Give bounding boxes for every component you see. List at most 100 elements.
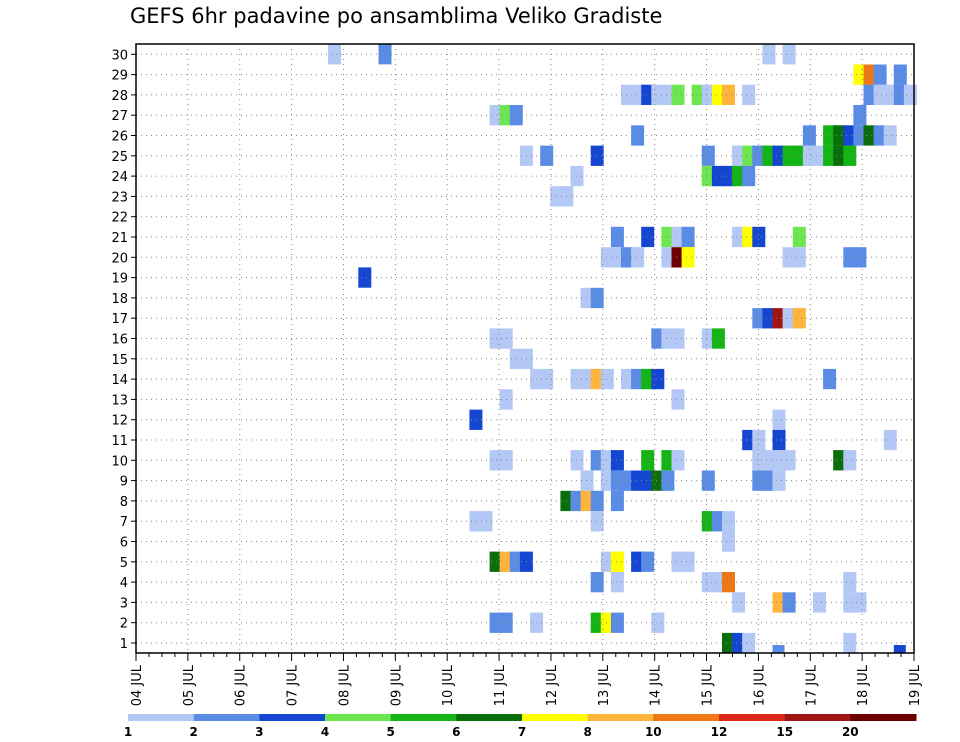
heatmap-cell bbox=[701, 165, 715, 187]
y-tick-label: 14 bbox=[111, 373, 128, 388]
heatmap-cell bbox=[610, 450, 624, 471]
heatmap-cell bbox=[661, 328, 675, 349]
heatmap-cell bbox=[853, 247, 867, 268]
x-tick-label: 13 JUL bbox=[597, 664, 612, 706]
heatmap-cell bbox=[752, 470, 766, 491]
heatmap-cell bbox=[752, 145, 766, 166]
y-tick-label: 25 bbox=[111, 150, 128, 165]
y-tick-label: 21 bbox=[111, 231, 128, 246]
x-tick-label: 06 JUL bbox=[234, 664, 249, 706]
heatmap-cell bbox=[631, 368, 645, 390]
heatmap-cell bbox=[711, 165, 725, 187]
heatmap-cell bbox=[782, 44, 796, 65]
heatmap-cell bbox=[813, 592, 826, 613]
heatmap-cell bbox=[782, 247, 796, 268]
heatmap-cell bbox=[631, 84, 645, 105]
heatmap-cell bbox=[621, 84, 634, 105]
heatmap-cell bbox=[893, 64, 907, 85]
heatmap-cell bbox=[722, 511, 735, 532]
heatmap-cell bbox=[792, 247, 806, 268]
heatmap-cell bbox=[590, 572, 604, 593]
heatmap-cell bbox=[772, 308, 786, 329]
heatmap-cell bbox=[681, 247, 695, 268]
heatmap-cell bbox=[802, 145, 816, 166]
y-tick-label: 4 bbox=[120, 576, 128, 591]
heatmap-cell bbox=[813, 145, 826, 166]
heatmap-cell bbox=[651, 368, 665, 390]
colorbar-label: 5 bbox=[387, 725, 395, 739]
heatmap-cell bbox=[610, 226, 624, 248]
heatmap-cell bbox=[641, 551, 655, 572]
heatmap-cell bbox=[823, 125, 837, 146]
colorbar-label: 6 bbox=[452, 725, 460, 739]
heatmap-cell bbox=[873, 125, 887, 146]
heatmap-cell bbox=[661, 470, 675, 491]
x-tick-label: 10 JUL bbox=[441, 664, 456, 706]
heatmap-cell bbox=[893, 84, 907, 105]
heatmap-cell bbox=[610, 470, 624, 491]
x-tick-label: 18 JUL bbox=[856, 664, 871, 706]
heatmap-cell bbox=[782, 308, 796, 329]
heatmap-cell bbox=[823, 145, 837, 166]
heatmap-cell bbox=[580, 287, 594, 309]
heatmap-cell bbox=[772, 409, 786, 430]
colorbar-swatch bbox=[325, 714, 392, 721]
heatmap-cell bbox=[772, 592, 786, 613]
y-tick-label: 29 bbox=[111, 69, 128, 84]
heatmap-cell bbox=[782, 450, 796, 471]
x-tick-label: 16 JUL bbox=[752, 664, 767, 706]
heatmap-cell bbox=[722, 165, 735, 187]
heatmap-cell bbox=[732, 165, 746, 187]
heatmap-cell bbox=[893, 645, 906, 653]
heatmap-cell bbox=[610, 551, 624, 572]
heatmap-cell bbox=[873, 84, 887, 105]
heatmap-cell bbox=[641, 470, 655, 491]
heatmap-cell bbox=[843, 125, 857, 146]
heatmap-cell bbox=[762, 450, 776, 471]
heatmap-cell bbox=[752, 308, 766, 329]
colorbar-label: 10 bbox=[645, 725, 662, 739]
heatmap-cell bbox=[590, 368, 604, 390]
colorbar-label: 12 bbox=[711, 725, 728, 739]
heatmap-cell bbox=[600, 368, 614, 390]
y-tick-label: 17 bbox=[111, 312, 128, 327]
y-tick-label: 19 bbox=[111, 272, 128, 287]
x-tick-label: 12 JUL bbox=[545, 664, 560, 706]
y-tick-label: 28 bbox=[111, 89, 128, 104]
heatmap-cell bbox=[792, 145, 806, 166]
colorbar-swatch bbox=[850, 714, 917, 721]
heatmap-cell bbox=[782, 145, 796, 166]
colorbar-label: 4 bbox=[321, 725, 329, 739]
chart-title: GEFS 6hr padavine po ansamblima Veliko G… bbox=[130, 4, 663, 28]
heatmap-cell bbox=[742, 632, 756, 654]
y-tick-label: 15 bbox=[111, 353, 128, 368]
heatmap-cell bbox=[732, 145, 746, 166]
x-tick-label: 08 JUL bbox=[337, 664, 352, 706]
heatmap-cell bbox=[762, 44, 776, 65]
heatmap-cell bbox=[701, 145, 715, 166]
heatmap-cell bbox=[580, 470, 594, 491]
y-tick-label: 13 bbox=[111, 393, 128, 408]
heatmap-cell bbox=[651, 612, 665, 633]
heatmap-cell bbox=[863, 125, 877, 146]
heatmap-cell bbox=[590, 287, 604, 309]
heatmap-cell bbox=[732, 632, 746, 654]
heatmap-cell bbox=[631, 470, 645, 491]
heatmap-cell bbox=[742, 84, 756, 105]
heatmap-cell bbox=[883, 429, 897, 451]
heatmap-cell bbox=[671, 226, 685, 248]
heatmap-cell bbox=[621, 368, 634, 390]
heatmap-cell bbox=[742, 165, 756, 187]
heatmap-cell bbox=[711, 84, 725, 105]
y-tick-label: 9 bbox=[120, 475, 128, 490]
heatmap-cell bbox=[580, 368, 594, 390]
heatmap-cell bbox=[651, 470, 665, 491]
heatmap-cell bbox=[590, 490, 604, 512]
heatmap-cell bbox=[600, 450, 614, 471]
heatmap-cell bbox=[681, 551, 695, 572]
heatmap-cell bbox=[328, 44, 341, 65]
heatmap-cell bbox=[762, 145, 776, 166]
heatmap-cell bbox=[671, 450, 685, 471]
heatmap-cell bbox=[661, 247, 675, 268]
colorbar-swatch bbox=[587, 714, 654, 721]
